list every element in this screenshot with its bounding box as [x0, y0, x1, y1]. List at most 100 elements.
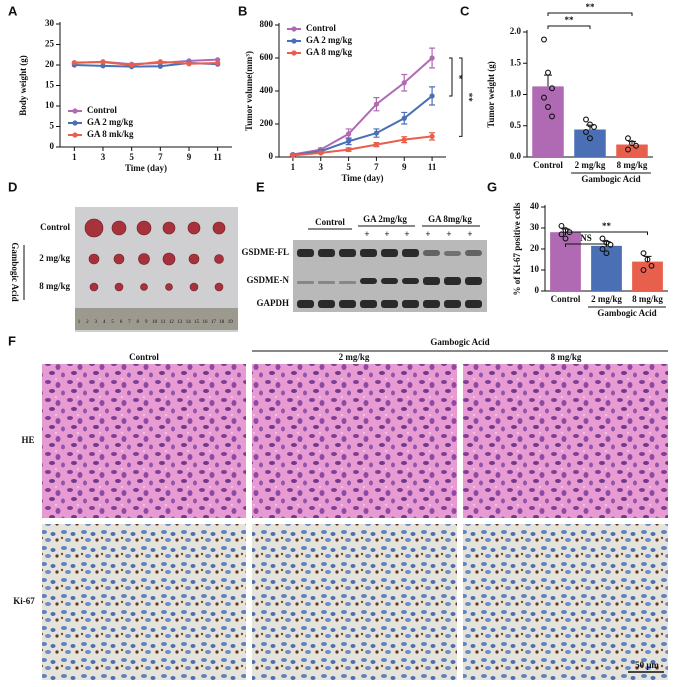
- x-tick-label: 8 mg/kg: [632, 294, 663, 304]
- data-point: [558, 231, 565, 238]
- point: [373, 142, 380, 148]
- data-point: [583, 116, 589, 123]
- point: [345, 131, 352, 137]
- point: [401, 80, 407, 86]
- data-point: [625, 135, 631, 142]
- group-label: Control: [315, 217, 345, 227]
- x-tick-label: Control: [551, 294, 581, 304]
- bar: [574, 129, 606, 157]
- data-point: [648, 262, 655, 269]
- x-tick-label: 9: [187, 152, 192, 162]
- legend-marker: [291, 26, 297, 32]
- panel-letter: D: [8, 179, 17, 194]
- point: [157, 63, 163, 69]
- column-label: Control: [129, 352, 159, 362]
- ruler-label: 13: [177, 320, 183, 325]
- data-point: [549, 85, 555, 92]
- ruler-label: 4: [103, 320, 106, 325]
- x-tick-label: 11: [213, 152, 222, 162]
- point: [373, 130, 380, 136]
- data-point: [633, 142, 639, 149]
- x-tick-label: 7: [158, 152, 163, 162]
- y-tick-label: 400: [260, 85, 274, 95]
- panel-letter: G: [487, 179, 497, 194]
- x-tick-label: 1: [291, 162, 296, 172]
- ruler-label: 1: [78, 320, 81, 325]
- x-axis-label: Time (day): [125, 163, 167, 173]
- treated-mark: +: [364, 229, 369, 239]
- ruler-label: 14: [186, 320, 192, 325]
- y-axis-label: Tumor volume(mm³): [244, 51, 254, 131]
- y-tick-label: 30: [530, 222, 540, 232]
- significance-bracket: [459, 57, 463, 137]
- row-label: 8 mg/kg: [39, 281, 70, 291]
- y-tick-label: 20: [530, 243, 540, 253]
- data-point: [545, 69, 551, 76]
- y-tick-label: 25: [45, 39, 55, 49]
- legend-label: GA 2 mg/kg: [306, 35, 353, 45]
- scale-bar-label: 50 μm: [635, 660, 659, 670]
- group-label: GA 8mg/kg: [428, 214, 472, 224]
- significance-bracket: [565, 231, 648, 235]
- point: [318, 150, 324, 156]
- data-point: [599, 235, 606, 242]
- data-point: [545, 104, 551, 110]
- x-tick-label: 11: [428, 162, 437, 172]
- legend-label: GA 2 mg/kg: [87, 117, 134, 127]
- treated-mark: +: [425, 229, 430, 239]
- ruler-label: 7: [128, 320, 131, 325]
- y-tick-label: 600: [260, 52, 274, 62]
- y-tick-label: 5: [50, 121, 55, 131]
- y-tick-label: 15: [45, 80, 55, 90]
- ruler: [75, 308, 238, 330]
- ruler-label: 8: [137, 320, 140, 325]
- x-tick-label: 3: [101, 152, 106, 162]
- data-point: [562, 235, 569, 242]
- ruler-label: 3: [95, 320, 98, 325]
- significance-bracket: [547, 12, 633, 16]
- row-label: Control: [40, 222, 70, 232]
- significance-label: **: [586, 2, 596, 12]
- data-point: [629, 140, 635, 147]
- he-image: [42, 364, 246, 518]
- ruler-label: 12: [169, 320, 175, 325]
- line: [292, 57, 433, 156]
- point: [186, 61, 192, 67]
- ruler-label: 19: [228, 320, 234, 325]
- y-tick-label: 10: [530, 264, 540, 274]
- x-tick-label: 2 mg/kg: [591, 294, 622, 304]
- significance-label: **: [565, 15, 575, 25]
- ruler-label: 10: [152, 320, 158, 325]
- significance-bracket: [449, 57, 453, 97]
- panel-letter: E: [256, 179, 265, 194]
- y-axis-label: % of Ki-67 positive cells: [512, 202, 522, 295]
- y-tick-label: 30: [45, 18, 55, 28]
- legend-marker: [72, 108, 78, 114]
- y-axis-label: Body weight (g): [18, 55, 28, 116]
- ruler-label: 2: [86, 320, 89, 325]
- data-point: [607, 241, 614, 248]
- x-tick-label: 5: [129, 152, 134, 162]
- group-label: Gambogic Acid: [10, 242, 20, 301]
- y-tick-label: 2.0: [510, 26, 522, 36]
- bar: [532, 86, 564, 157]
- y-tick-label: 10: [45, 100, 55, 110]
- x-tick-label: 9: [402, 162, 407, 172]
- treated-mark: +: [467, 229, 472, 239]
- point: [100, 63, 106, 69]
- ruler-label: 9: [145, 320, 148, 325]
- point: [401, 115, 407, 121]
- data-point: [591, 124, 597, 130]
- line: [292, 135, 433, 157]
- ruler-label: 18: [219, 320, 225, 325]
- treated-mark: +: [446, 229, 451, 239]
- panel-letter: C: [460, 3, 470, 18]
- band-label: GAPDH: [257, 298, 290, 308]
- ruler-label: 5: [111, 320, 114, 325]
- error-bar: [544, 74, 552, 87]
- group-label: GA 2mg/kg: [363, 214, 407, 224]
- column-label: 2 mg/kg: [339, 352, 370, 362]
- point: [290, 152, 296, 158]
- y-tick-label: 1.0: [510, 89, 522, 99]
